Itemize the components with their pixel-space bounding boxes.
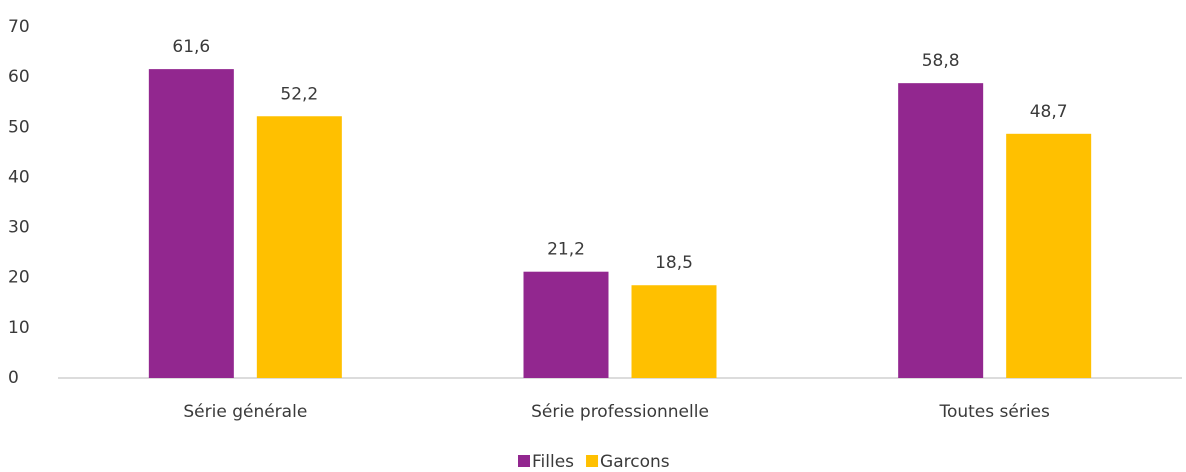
value-label: 48,7	[1030, 102, 1068, 122]
value-label: 52,2	[280, 84, 318, 104]
legend-swatch	[518, 455, 530, 467]
bar	[1006, 133, 1092, 378]
y-tick-label: 60	[8, 67, 30, 87]
y-tick-label: 70	[8, 17, 30, 37]
y-tick-label: 30	[8, 218, 30, 238]
value-label: 58,8	[922, 51, 960, 71]
bar	[898, 83, 984, 378]
y-tick-label: 50	[8, 117, 30, 137]
bar	[148, 69, 234, 379]
x-tick-label: Toutes séries	[938, 402, 1050, 422]
legend-swatch	[586, 455, 599, 467]
legend-label: Garcons	[600, 452, 670, 472]
y-tick-label: 40	[8, 167, 30, 187]
bar	[523, 271, 609, 378]
value-label: 21,2	[547, 240, 585, 260]
y-tick-label: 0	[8, 368, 19, 388]
value-label: 61,6	[172, 37, 210, 57]
bar	[631, 285, 717, 378]
value-label: 18,5	[655, 253, 693, 273]
bar	[256, 116, 342, 379]
y-tick-label: 20	[8, 268, 30, 288]
y-tick-label: 10	[8, 318, 30, 338]
x-tick-label: Série professionnelle	[531, 402, 709, 422]
x-tick-label: Série générale	[183, 402, 307, 422]
legend-label: Filles	[532, 452, 574, 472]
